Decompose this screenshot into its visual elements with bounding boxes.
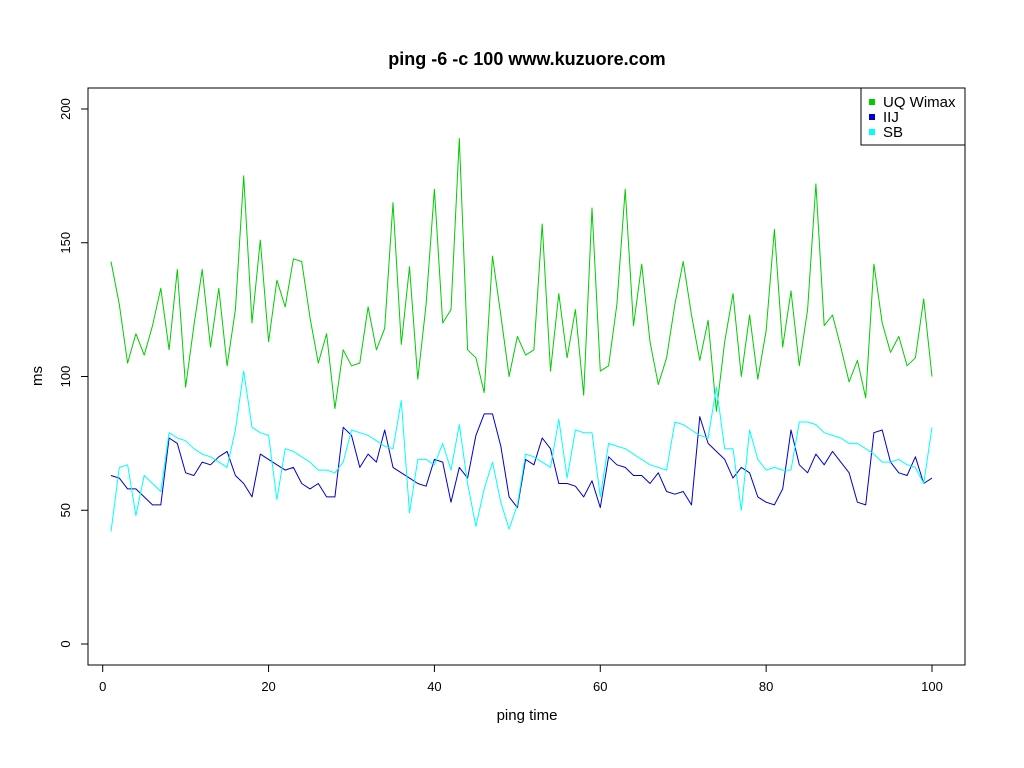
y-tick-label: 200: [58, 98, 73, 120]
series-line-uq-wimax: [110, 137, 933, 412]
x-tick-label: 0: [99, 679, 106, 694]
y-tick-label: 100: [58, 366, 73, 388]
y-tick-label: 50: [58, 503, 73, 517]
y-axis: 0 50 100 150 200: [58, 98, 89, 648]
y-tick-label: 150: [58, 232, 73, 254]
y-axis-title: ms: [29, 366, 46, 386]
legend-label-iij: IIJ: [883, 109, 899, 126]
x-tick-label: 80: [759, 679, 773, 694]
legend-swatch-iij: [869, 114, 875, 120]
legend-swatch-uq-wimax: [869, 99, 875, 105]
chart-title: ping -6 -c 100 www.kuzuore.com: [388, 49, 665, 69]
x-tick-label: 100: [921, 679, 943, 694]
x-tick-label: 20: [261, 679, 275, 694]
plot-frame: [87, 87, 966, 666]
series-line-sb: [110, 370, 933, 532]
x-axis: 0 20 40 60 80 100: [99, 664, 943, 694]
legend-swatch-sb: [869, 129, 875, 135]
legend-label-sb: SB: [883, 124, 903, 141]
legend-label-uq-wimax: UQ Wimax: [883, 94, 956, 111]
x-tick-label: 60: [593, 679, 607, 694]
series-line-iij: [110, 413, 933, 509]
series-lines: [110, 137, 933, 532]
legend-box: [860, 87, 966, 146]
x-tick-label: 40: [427, 679, 441, 694]
y-tick-label: 0: [58, 640, 73, 647]
x-axis-title: ping time: [497, 707, 558, 724]
